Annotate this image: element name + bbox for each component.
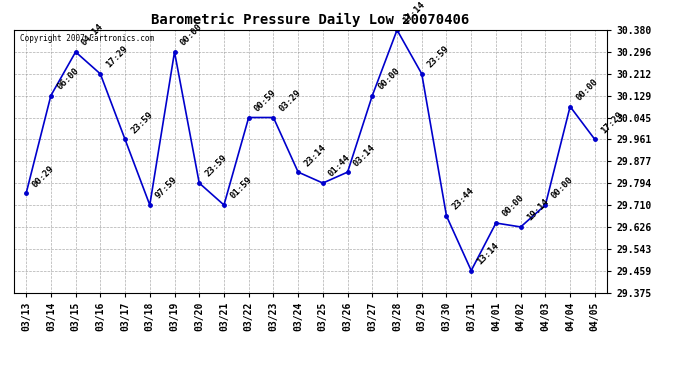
Text: 17:29: 17:29 — [599, 110, 624, 135]
Text: 00:59: 00:59 — [253, 88, 278, 113]
Text: 23:14: 23:14 — [302, 142, 328, 168]
Text: 13:14: 13:14 — [475, 241, 501, 266]
Text: Copyright 2007 Cartronics.com: Copyright 2007 Cartronics.com — [20, 34, 154, 43]
Text: 00:00: 00:00 — [500, 194, 526, 219]
Text: 97:59: 97:59 — [154, 176, 179, 201]
Text: 01:59: 01:59 — [228, 176, 253, 201]
Text: 23:59: 23:59 — [129, 110, 155, 135]
Text: 03:29: 03:29 — [277, 88, 303, 113]
Text: 23:44: 23:44 — [451, 186, 476, 212]
Text: 19:14: 19:14 — [525, 197, 550, 223]
Text: 00:00: 00:00 — [574, 77, 600, 102]
Text: 06:00: 06:00 — [55, 66, 81, 92]
Title: Barometric Pressure Daily Low 20070406: Barometric Pressure Daily Low 20070406 — [151, 13, 470, 27]
Text: 03:14: 03:14 — [352, 142, 377, 168]
Text: 23:59: 23:59 — [204, 153, 229, 179]
Text: 00:00: 00:00 — [179, 22, 204, 48]
Text: 00:00: 00:00 — [377, 66, 402, 92]
Text: 23:59: 23:59 — [426, 44, 451, 70]
Text: 17:29: 17:29 — [104, 44, 130, 70]
Text: 04:14: 04:14 — [80, 22, 105, 48]
Text: 00:29: 00:29 — [30, 164, 56, 189]
Text: 01:44: 01:44 — [327, 153, 353, 179]
Text: 17:14: 17:14 — [401, 0, 426, 26]
Text: 00:00: 00:00 — [549, 176, 575, 201]
